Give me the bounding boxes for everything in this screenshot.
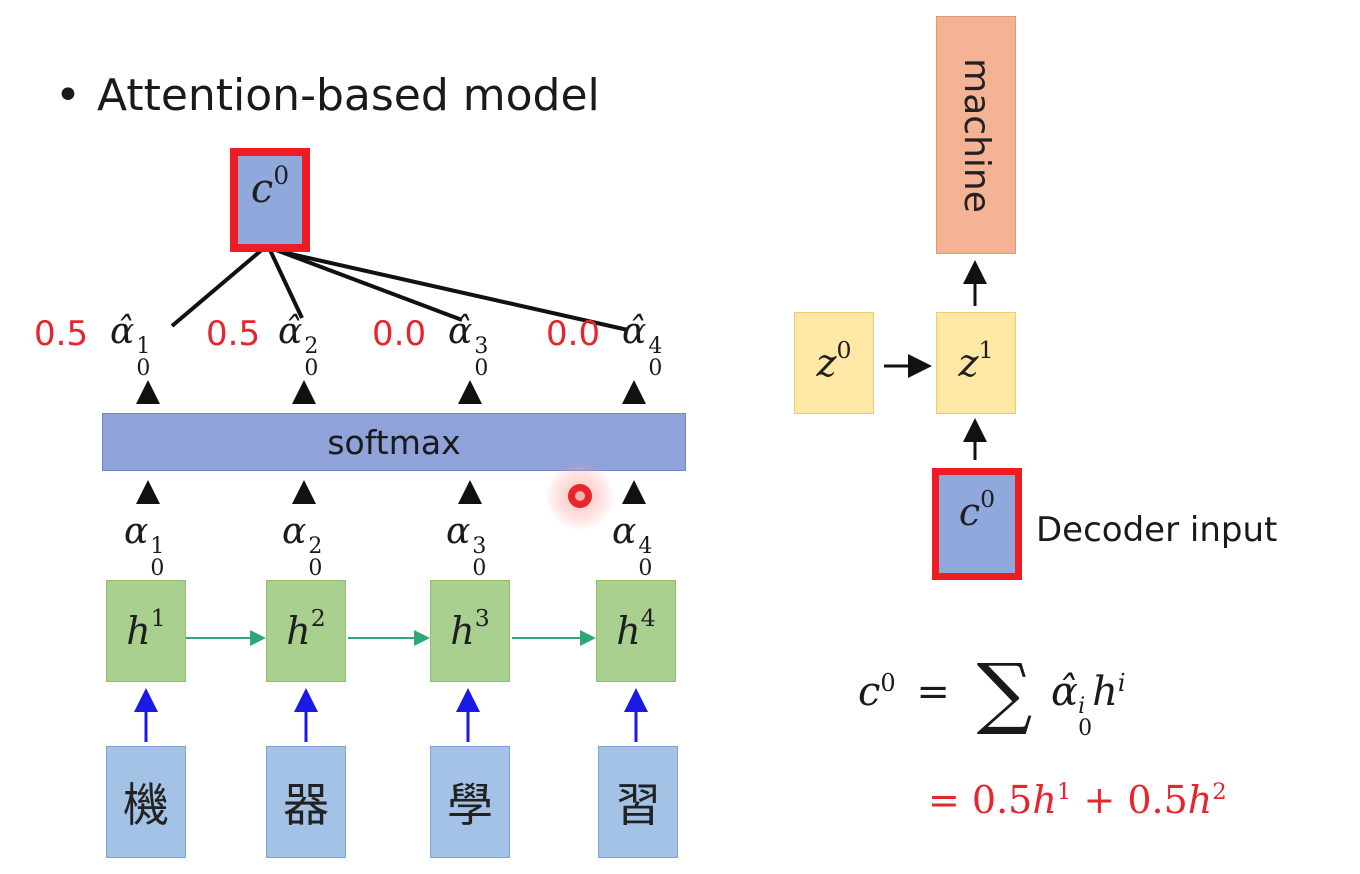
decoder-output-label: machine bbox=[955, 57, 997, 213]
softmax-layer: softmax bbox=[102, 413, 686, 471]
decoder-output-box: machine bbox=[936, 16, 1016, 254]
input-token-box-2: 器 bbox=[266, 746, 346, 858]
bullet: • bbox=[55, 70, 81, 121]
pointer-icon bbox=[568, 484, 592, 508]
attention-line-2 bbox=[268, 249, 304, 319]
softmax-output-arrows bbox=[136, 380, 646, 404]
attention-line-4 bbox=[281, 250, 629, 332]
context-equation-result: = 0.5h1 + 0.5h2 bbox=[928, 778, 1227, 822]
softmax-input-arrows bbox=[136, 480, 646, 504]
title-text: Attention-based model bbox=[97, 70, 600, 121]
decoder-arrows bbox=[884, 260, 987, 460]
attention-line-1 bbox=[170, 246, 266, 328]
input-token-box-1: 機 bbox=[106, 746, 186, 858]
input-token-box-3: 學 bbox=[430, 746, 510, 858]
weight-value-3: 0.0 bbox=[372, 314, 427, 354]
sum-symbol: ∑ bbox=[976, 648, 1033, 738]
alpha-hat-2: α̂ 2 0 bbox=[278, 311, 319, 381]
weight-value-4: 0.0 bbox=[546, 314, 601, 354]
weight-value-2: 0.5 bbox=[206, 314, 261, 354]
slide-title: • Attention-based model bbox=[55, 66, 600, 126]
weight-value-1: 0.5 bbox=[34, 314, 89, 354]
context-vector-sup: 0 bbox=[273, 160, 290, 190]
attention-line-3 bbox=[275, 248, 463, 322]
softmax-label: softmax bbox=[327, 422, 461, 462]
alpha-hat-1: α̂ 1 0 bbox=[110, 311, 151, 381]
alpha-hat-3: α̂ 3 0 bbox=[448, 311, 489, 381]
input-token-box-4: 習 bbox=[598, 746, 678, 858]
input-arrows bbox=[134, 688, 648, 742]
decoder-input-label: Decoder input bbox=[1036, 510, 1278, 550]
alpha-hat-4: α̂ 4 0 bbox=[622, 311, 663, 381]
attention-lines bbox=[170, 246, 629, 332]
context-vector-symbol: c bbox=[250, 166, 274, 212]
context-equation: c0 = ∑ α̂ i 0 hi bbox=[858, 648, 1126, 741]
